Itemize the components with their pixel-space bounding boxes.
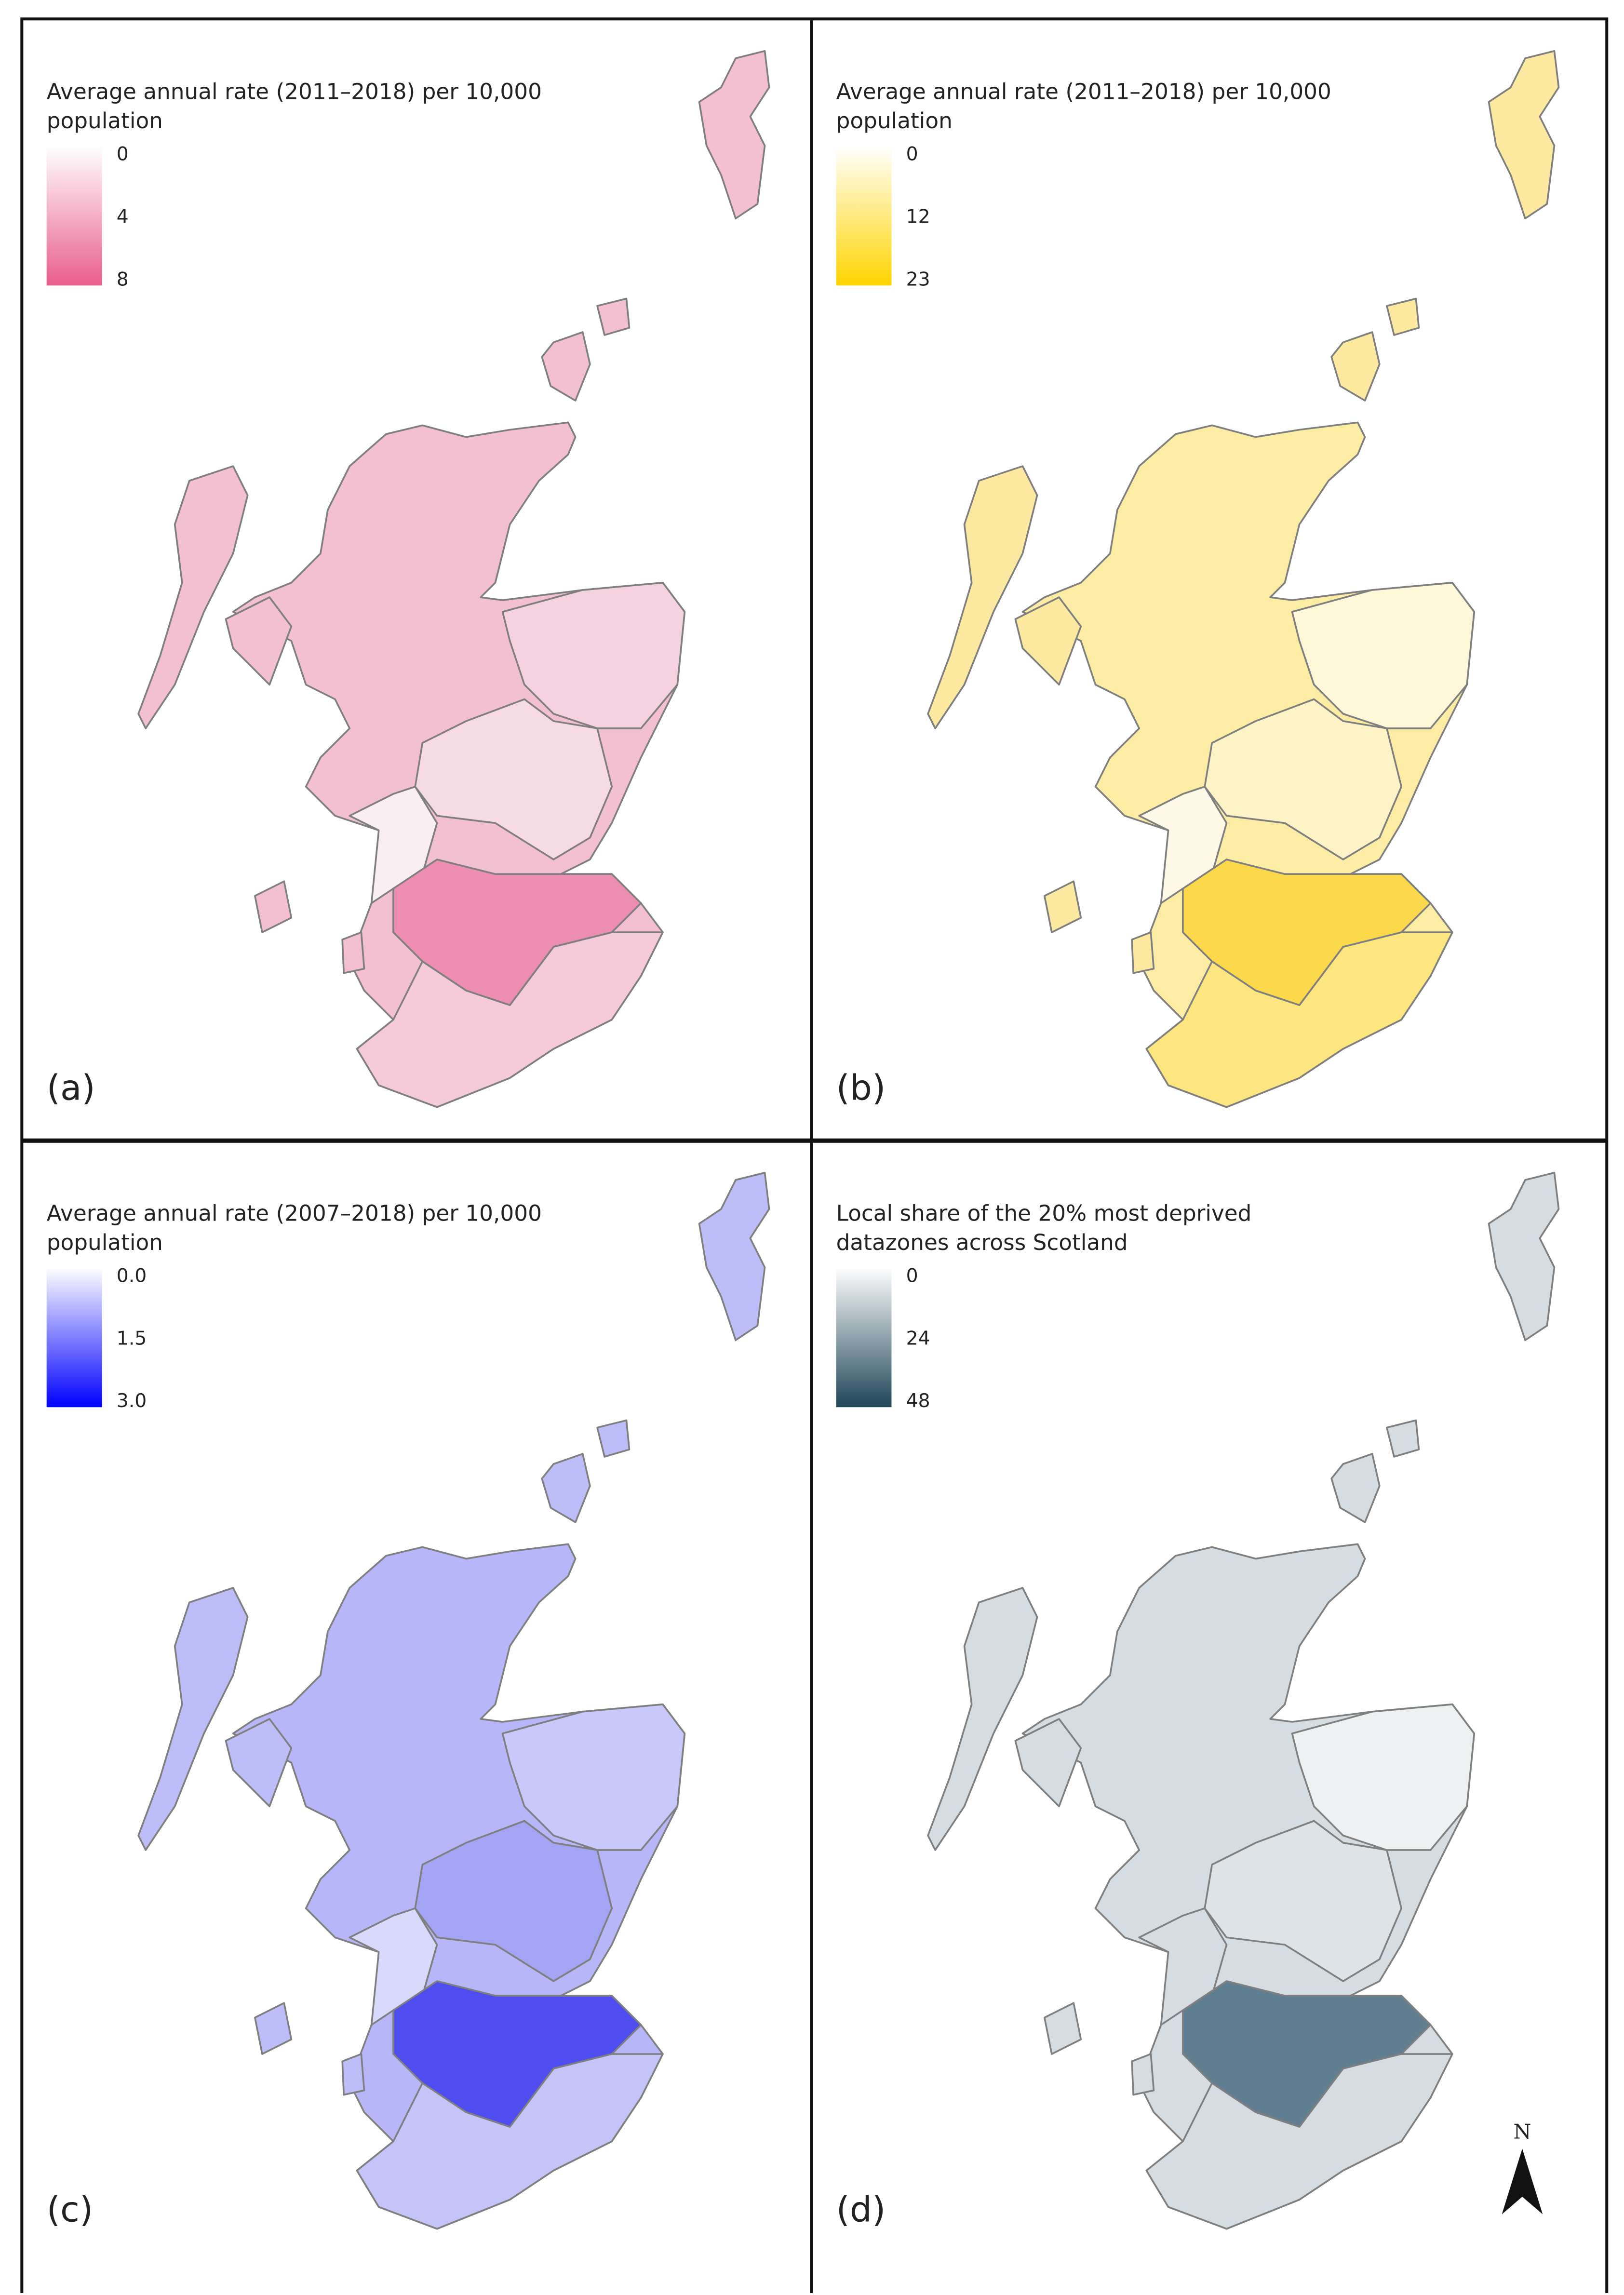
island (1131, 2053, 1155, 2096)
region (1291, 581, 1476, 729)
region (501, 581, 686, 729)
panel-label: (c) (47, 2190, 93, 2230)
north-arrow (1502, 2148, 1522, 2214)
north-label: N (1513, 2120, 1531, 2143)
island (1014, 1718, 1082, 1808)
island (1014, 596, 1082, 686)
legend-tick-label: 4 (117, 206, 129, 228)
legend-tick-label: 0.0 (117, 1265, 147, 1287)
panel-label: (a) (47, 1068, 95, 1109)
legend-title: Local share of the 20% most deprived (836, 1200, 1252, 1226)
legend-title: Average annual rate (2011–2018) per 10,0… (836, 79, 1331, 104)
legend-colorbar (46, 146, 102, 286)
island (1488, 50, 1560, 220)
panel-label: (b) (836, 1068, 886, 1109)
map-panel: Average annual rate (2007–2018) per 10,0… (46, 1171, 770, 2230)
island (1043, 2002, 1082, 2055)
legend-tick-label: 8 (117, 268, 129, 290)
legend-tick-label: 1.5 (117, 1328, 147, 1349)
legend-tick-label: 48 (906, 1390, 930, 1412)
island (1386, 297, 1420, 336)
legend-tick-label: 0 (906, 1265, 918, 1287)
legend-tick-label: 3.0 (117, 1390, 147, 1412)
legend-title: Average annual rate (2007–2018) per 10,0… (47, 1200, 542, 1226)
legend-title: datazones across Scotland (836, 1230, 1128, 1255)
island (254, 880, 293, 933)
island (254, 2002, 293, 2055)
island (1386, 1419, 1420, 1458)
region (1145, 931, 1453, 1108)
island (596, 1419, 631, 1458)
legend-title: Average annual rate (2011–2018) per 10,0… (47, 79, 542, 104)
region (1145, 2053, 1453, 2230)
legend-colorbar (46, 1267, 102, 1408)
island (1131, 931, 1155, 974)
legend-tick-label: 0 (117, 143, 129, 165)
island (927, 1587, 1038, 1851)
region (356, 931, 664, 1108)
legend-tick-label: 12 (906, 206, 930, 228)
island (137, 465, 249, 729)
region (1204, 1820, 1402, 1982)
legend-colorbar (836, 1267, 892, 1408)
north-arrow (1522, 2148, 1543, 2214)
map-panel: Average annual rate (2011–2018) per 10,0… (46, 50, 770, 1109)
island (341, 931, 365, 974)
legend-title: population (47, 108, 163, 134)
region (414, 1820, 613, 1982)
island (596, 297, 631, 336)
island (1488, 1171, 1560, 1342)
region (414, 698, 613, 860)
island (1043, 880, 1082, 933)
legend-title: population (47, 1230, 163, 1255)
map-panel: Average annual rate (2011–2018) per 10,0… (836, 50, 1560, 1109)
legend-colorbar (836, 146, 892, 286)
frame (20, 17, 1609, 2295)
region (501, 1703, 686, 1851)
figure-body: Average annual rate (2011–2018) per 10,0… (20, 17, 1609, 2295)
legend-title: population (836, 108, 953, 134)
island (341, 2053, 365, 2096)
island (1330, 331, 1381, 402)
panel-label: (d) (836, 2190, 886, 2230)
island (225, 596, 293, 686)
region (1291, 1703, 1476, 1851)
map-panel: Local share of the 20% most deprived data… (836, 1171, 1560, 2230)
region (356, 2053, 664, 2230)
island (225, 1718, 293, 1808)
island (927, 465, 1038, 729)
region (1204, 698, 1402, 860)
island (137, 1587, 249, 1851)
island (541, 1453, 591, 1523)
legend-tick-label: 0 (906, 143, 918, 165)
island (1330, 1453, 1381, 1523)
island (698, 1171, 770, 1342)
island (541, 331, 591, 402)
island (698, 50, 770, 220)
legend-tick-label: 23 (906, 268, 930, 290)
legend-tick-label: 24 (906, 1328, 930, 1349)
